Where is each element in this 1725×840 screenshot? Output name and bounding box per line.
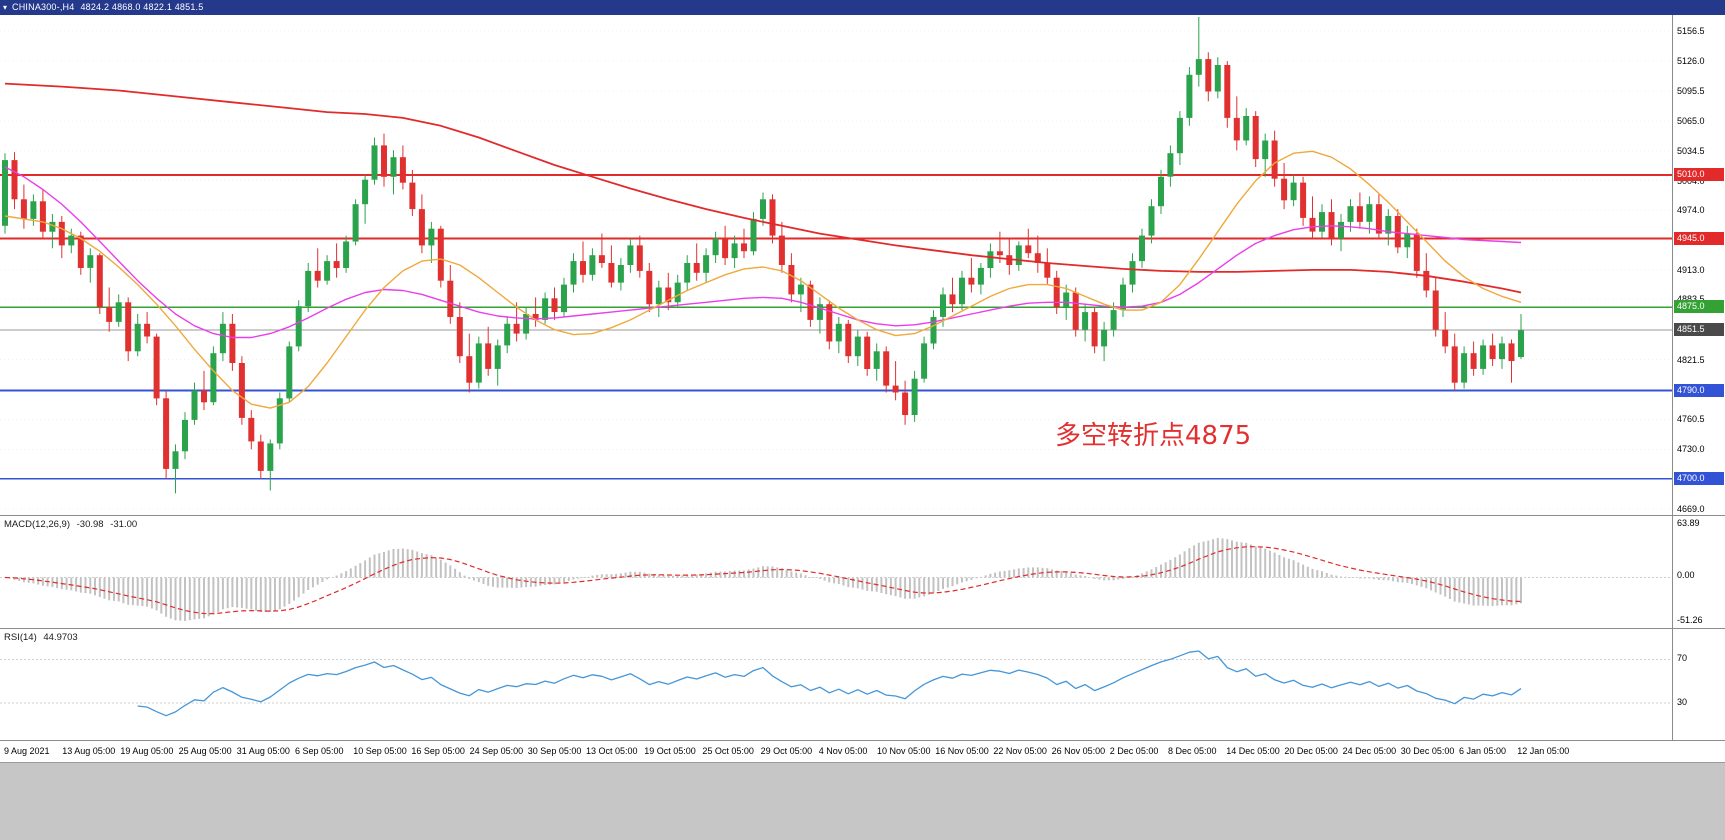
- ma-mid-line: [4, 166, 1522, 339]
- y-axis-tick: 4669.0: [1677, 504, 1705, 515]
- x-axis-label: 19 Oct 05:00: [644, 746, 696, 756]
- rsi-chart[interactable]: [0, 630, 1672, 741]
- price-chart-panel[interactable]: 多空转折点4875: [0, 15, 1725, 515]
- x-axis-label: 13 Aug 05:00: [62, 746, 116, 756]
- x-axis-label: 25 Aug 05:00: [178, 746, 232, 756]
- x-axis-label: 13 Oct 05:00: [586, 746, 638, 756]
- rsi-indicator-label: RSI(14) 44.9703: [4, 632, 78, 643]
- x-axis-label: 6 Sep 05:00: [295, 746, 344, 756]
- x-axis-label: 30 Dec 05:00: [1400, 746, 1455, 756]
- window-footer-area: [0, 762, 1725, 840]
- chart-title-bar: ▾ CHINA300-,H4 4824.2 4868.0 4822.1 4851…: [0, 0, 1725, 15]
- rsi-label: RSI(14): [4, 632, 37, 643]
- x-axis-label: 8 Dec 05:00: [1168, 746, 1217, 756]
- macd-label: MACD(12,26,9): [4, 519, 70, 530]
- x-axis-label: 30 Sep 05:00: [527, 746, 582, 756]
- price-level-badge: 4700.0: [1674, 471, 1724, 485]
- y-axis-tick: 4730.0: [1677, 444, 1705, 455]
- ma-slow-line: [4, 82, 1522, 294]
- x-axis-label: 26 Nov 05:00: [1051, 746, 1106, 756]
- x-axis-label: 4 Nov 05:00: [818, 746, 868, 756]
- macd-chart[interactable]: [0, 517, 1672, 629]
- x-axis-label: 19 Aug 05:00: [120, 746, 174, 756]
- x-axis-label: 25 Oct 05:00: [702, 746, 754, 756]
- price-level-badge: 4875.0: [1674, 300, 1724, 314]
- y-axis-tick: 4760.5: [1677, 414, 1705, 425]
- chart-annotation-text[interactable]: 多空转折点4875: [1055, 421, 1252, 451]
- x-axis-label: 16 Nov 05:00: [935, 746, 989, 756]
- x-axis-label: 6 Jan 05:00: [1459, 746, 1507, 756]
- y-axis-tick: 4883.5: [1677, 293, 1705, 304]
- x-axis-label: 10 Sep 05:00: [353, 746, 407, 756]
- macd-main-value: -30.98: [76, 519, 104, 530]
- x-axis-label: 12 Jan 05:00: [1517, 746, 1570, 756]
- x-axis-label: 10 Nov 05:00: [877, 746, 931, 756]
- x-axis-label: 24 Dec 05:00: [1342, 746, 1397, 756]
- rsi-level-lower: 30: [1677, 697, 1688, 707]
- price-level-badge: 5010.0: [1674, 167, 1724, 181]
- symbol-period-label: CHINA300-,H4: [12, 2, 75, 12]
- y-axis-tick: 5065.0: [1677, 115, 1705, 126]
- x-axis-label: 31 Aug 05:00: [236, 746, 290, 756]
- x-axis-label: 2 Dec 05:00: [1109, 746, 1159, 756]
- macd-signal-value: -31.00: [110, 519, 138, 530]
- macd-scale-zero: 0.00: [1677, 570, 1695, 580]
- x-axis-label: 22 Nov 05:00: [993, 746, 1047, 756]
- candlestick-chart[interactable]: [0, 15, 1672, 515]
- price-axis[interactable]: 5156.55126.05095.55065.05034.55004.04974…: [1672, 15, 1725, 740]
- y-axis-tick: 5126.0: [1677, 56, 1705, 67]
- chart-window-icon: ▾: [3, 3, 8, 12]
- y-axis-tick: 5034.5: [1677, 145, 1705, 156]
- ohlc-values: 4824.2 4868.0 4822.1 4851.5: [80, 2, 204, 12]
- macd-scale-min: -51.26: [1677, 615, 1703, 625]
- y-axis-tick: 5095.5: [1677, 86, 1705, 96]
- macd-panel[interactable]: MACD(12,26,9) -30.98 -31.00: [0, 515, 1725, 628]
- y-axis-tick: 5156.5: [1677, 26, 1705, 37]
- macd-indicator-label: MACD(12,26,9) -30.98 -31.00: [4, 519, 137, 530]
- x-axis-label: 9 Aug 2021: [4, 746, 50, 756]
- y-axis-tick: 4913.0: [1677, 264, 1705, 275]
- rsi-value: 44.9703: [43, 632, 78, 643]
- price-level-badge: 4945.0: [1674, 231, 1724, 245]
- x-axis-label: 29 Oct 05:00: [760, 746, 813, 756]
- time-axis[interactable]: 9 Aug 2021 13 Aug 05:00 19 Aug 05:00 25 Aug…: [0, 740, 1725, 762]
- ma-fast-line: [4, 150, 1522, 409]
- price-level-badge: 4790.0: [1674, 383, 1724, 397]
- x-axis-label: 16 Sep 05:00: [411, 746, 465, 756]
- rsi-level-upper: 70: [1677, 653, 1688, 663]
- x-axis-label: 14 Dec 05:00: [1226, 746, 1280, 756]
- x-axis-label: 24 Sep 05:00: [469, 746, 524, 756]
- rsi-panel[interactable]: RSI(14) 44.9703: [0, 628, 1725, 740]
- y-axis-tick: 4974.0: [1677, 205, 1705, 216]
- y-axis-tick: 4821.5: [1677, 354, 1705, 365]
- current-price-badge: 4851.5: [1674, 323, 1724, 337]
- macd-scale-max: 63.89: [1677, 518, 1700, 528]
- x-axis-label: 20 Dec 05:00: [1284, 746, 1338, 756]
